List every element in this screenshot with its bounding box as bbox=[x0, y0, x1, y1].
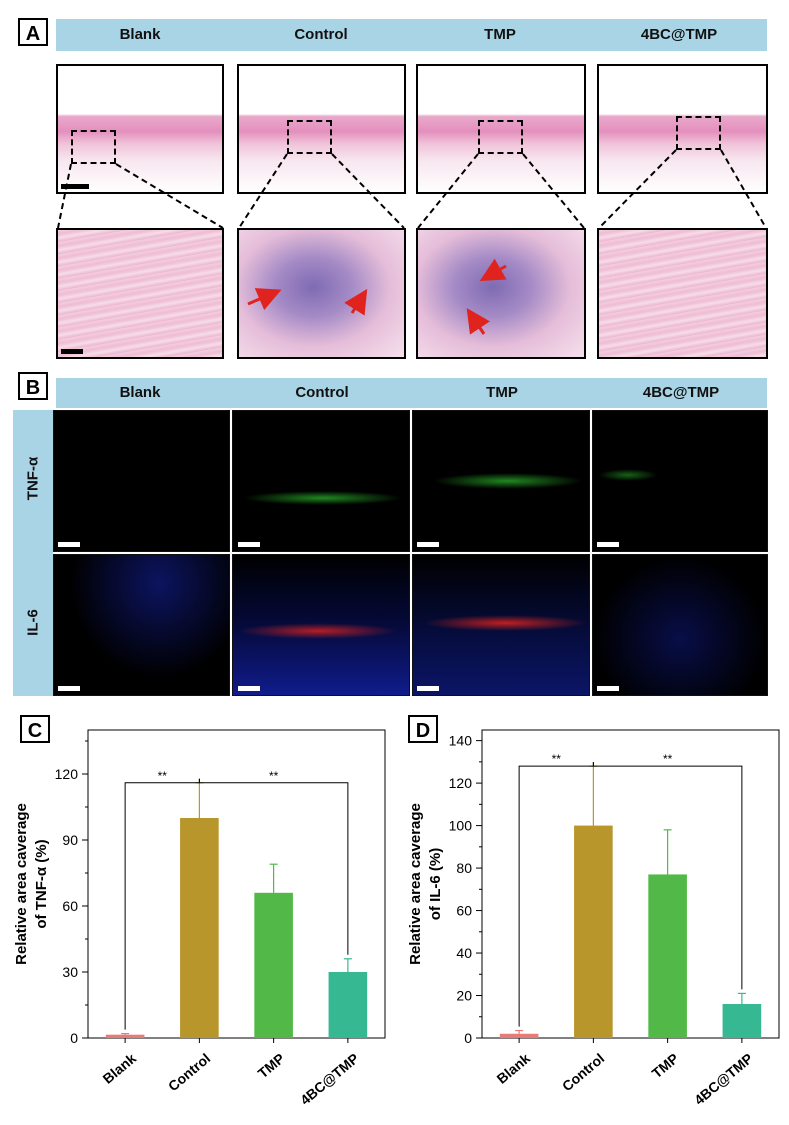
bar-blank bbox=[499, 1033, 539, 1038]
y-axis-label-line2: of IL-6 (%) bbox=[427, 848, 444, 921]
he-low-tmp bbox=[416, 64, 586, 194]
bar-control bbox=[574, 825, 613, 1038]
if-scale-bar-7 bbox=[417, 686, 439, 691]
x-tick-label: TMP bbox=[255, 1050, 288, 1081]
scale-bar-low bbox=[61, 184, 89, 189]
header-label-blank: Blank bbox=[119, 26, 161, 43]
panel-b-letter: B bbox=[18, 372, 48, 400]
y-axis-label-line2: of TNF-α (%) bbox=[33, 839, 50, 928]
he-zoom-4bctmp bbox=[597, 228, 768, 359]
if-il6-tmp bbox=[412, 554, 590, 696]
row-label-tnf: TNF-α bbox=[24, 456, 42, 501]
he-low-4bctmp bbox=[597, 64, 768, 194]
roi-box-control bbox=[287, 120, 332, 154]
panel-a-letter: A bbox=[18, 18, 48, 46]
he-zoom-tmp bbox=[416, 228, 586, 359]
inflammation-arrows bbox=[247, 258, 507, 335]
if-scale-bar-2 bbox=[238, 542, 260, 547]
y-tick-label: 30 bbox=[62, 964, 78, 980]
significance-label: ** bbox=[552, 752, 562, 766]
header-label-tmp: TMP bbox=[484, 26, 516, 43]
if-tnf-tmp bbox=[412, 410, 590, 552]
x-tick-label: TMP bbox=[649, 1050, 682, 1081]
significance-label: ** bbox=[269, 769, 279, 783]
panel-d-letter: D bbox=[408, 715, 438, 743]
if-scale-bar-3 bbox=[417, 542, 439, 547]
x-tick-label: Control bbox=[559, 1050, 607, 1094]
bar-4bctmp bbox=[328, 972, 368, 1038]
b-header-label-blank: Blank bbox=[119, 384, 161, 401]
if-tnf-4bctmp bbox=[592, 410, 768, 552]
row-label-il6: IL-6 bbox=[24, 609, 42, 636]
if-il6-4bctmp bbox=[592, 554, 768, 696]
x-tick-label: Control bbox=[165, 1050, 213, 1094]
significance-label: ** bbox=[663, 752, 673, 766]
x-tick-label: 4BC@TMP bbox=[691, 1050, 756, 1108]
if-scale-bar-6 bbox=[238, 686, 260, 691]
if-il6-blank bbox=[53, 554, 230, 696]
bar-blank bbox=[105, 1034, 145, 1038]
if-tnf-blank bbox=[53, 410, 230, 552]
y-axis-label-line1: Relative area caverage bbox=[13, 803, 30, 965]
bar-control bbox=[180, 818, 219, 1038]
if-tnf-control bbox=[232, 410, 410, 552]
plot-frame bbox=[481, 729, 780, 1039]
zoom-connectors bbox=[57, 149, 767, 229]
x-tick-label: Blank bbox=[494, 1050, 534, 1087]
x-tick-label: Blank bbox=[100, 1050, 140, 1087]
y-tick-label: 20 bbox=[456, 988, 472, 1004]
he-low-blank bbox=[56, 64, 224, 194]
roi-box-tmp bbox=[478, 120, 523, 154]
x-tick-label: 4BC@TMP bbox=[297, 1050, 362, 1108]
y-tick-label: 90 bbox=[62, 832, 78, 848]
bar-tmp bbox=[648, 874, 687, 1038]
panel-c-letter: C bbox=[20, 715, 50, 743]
significance-label: ** bbox=[158, 769, 168, 783]
y-axis-label-line1: Relative area caverage bbox=[407, 803, 424, 965]
significance-bracket bbox=[592, 762, 743, 990]
arrow-tmp-2 bbox=[466, 308, 490, 335]
arrow-control-2 bbox=[344, 288, 368, 316]
roi-box-4bctmp bbox=[676, 116, 721, 150]
significance-bracket bbox=[198, 778, 349, 955]
y-tick-label: 0 bbox=[70, 1030, 78, 1046]
if-scale-bar-8 bbox=[597, 686, 619, 691]
plot-frame bbox=[87, 729, 386, 1039]
panel-a-header-bar: Blank Control TMP 4BC@TMP bbox=[56, 19, 767, 51]
he-low-control bbox=[237, 64, 406, 194]
y-tick-label: 0 bbox=[464, 1030, 472, 1046]
if-scale-bar-4 bbox=[597, 542, 619, 547]
chart-d: 0 20 40 60 80 100 120 140 Blank Control TMP 4BC@TMP… bbox=[407, 729, 780, 1108]
if-scale-bar-1 bbox=[58, 542, 80, 547]
y-tick-label: 60 bbox=[456, 903, 472, 919]
y-tick-label: 120 bbox=[449, 775, 473, 791]
if-il6-control bbox=[232, 554, 410, 696]
y-tick-label: 100 bbox=[449, 818, 473, 834]
y-tick-label: 40 bbox=[456, 945, 472, 961]
y-tick-label: 120 bbox=[55, 766, 79, 782]
header-label-4bctmp: 4BC@TMP bbox=[640, 26, 718, 43]
he-zoom-blank bbox=[56, 228, 224, 359]
y-tick-label: 80 bbox=[456, 860, 472, 876]
arrow-tmp-1 bbox=[479, 258, 507, 281]
y-tick-label: 140 bbox=[449, 733, 473, 749]
bar-4bctmp bbox=[722, 1004, 762, 1038]
header-label-control: Control bbox=[294, 26, 348, 43]
arrow-control-1 bbox=[247, 288, 282, 311]
panel-b-side-bar bbox=[13, 410, 53, 696]
y-tick-label: 60 bbox=[62, 898, 78, 914]
b-header-label-control: Control bbox=[295, 384, 349, 401]
chart-c: 0 30 60 90 120 Blank Control TMP 4BC@TMP ** ** Rela… bbox=[13, 729, 386, 1108]
roi-box-blank bbox=[71, 130, 116, 164]
bar-tmp bbox=[254, 892, 293, 1038]
scale-bar-zoom bbox=[61, 349, 83, 354]
b-header-label-tmp: TMP bbox=[486, 384, 518, 401]
panel-b-header-bar: Blank Control TMP 4BC@TMP bbox=[56, 378, 767, 408]
if-scale-bar-5 bbox=[58, 686, 80, 691]
b-header-label-4bctmp: 4BC@TMP bbox=[642, 384, 720, 401]
